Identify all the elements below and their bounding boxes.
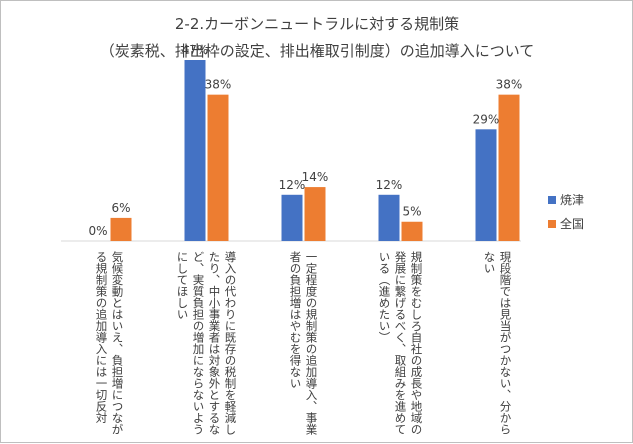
data-label-yaizu-0: 0% — [88, 224, 107, 238]
category-label-2-line-1: 者の負担増はやむを得ない — [289, 251, 303, 389]
legend-swatch-yaizu — [548, 196, 556, 204]
legend-label-national: 全国 — [560, 216, 584, 231]
data-label-national-1: 38% — [205, 78, 232, 92]
bar-yaizu-2 — [281, 194, 303, 241]
chart-subtitle: （炭素税、排出枠の設定、排出権取引制度）の追加導入について — [100, 42, 535, 60]
category-label-4-line-0: 現段階では見当がつかない、分から — [499, 251, 513, 435]
category-label-1-line-0: 導入の代わりに既存の税制を軽減し — [224, 250, 238, 435]
chart-title: 2-2.カーボンニュートラルに対する規制策 — [175, 15, 459, 33]
data-label-national-3: 5% — [402, 205, 421, 219]
category-label-2-line-0: 一定程度の規制策の追加導入、事業 — [305, 251, 319, 435]
category-label-0-line-1: る規制策の追加導入には一切反対 — [95, 251, 109, 424]
bar-national-2 — [304, 187, 326, 241]
category-label-3-line-0: 規制策をむしろ自社の成長や地域の — [410, 250, 424, 435]
data-label-yaizu-2: 12% — [279, 178, 306, 192]
legend-label-yaizu: 焼津 — [560, 193, 584, 207]
bars-group: 0%6%47%38%12%14%12%5%29%38% — [88, 43, 522, 241]
data-label-yaizu-3: 12% — [376, 178, 403, 192]
category-label-3-line-1: 発展に繋げるべく、取組みを進めて — [394, 250, 408, 435]
category-label-1-line-1: たり、中小事業者は対象外とするな — [208, 251, 222, 435]
category-label-1-line-2: ど、実質負担の増加にならないよう — [192, 251, 206, 435]
data-label-yaizu-4: 29% — [473, 112, 500, 126]
bar-national-3 — [401, 221, 423, 241]
bar-yaizu-4 — [475, 129, 497, 241]
bar-national-4 — [498, 94, 520, 241]
category-label-4-line-1: ない — [483, 251, 497, 274]
data-label-yaizu-1: 47% — [182, 43, 209, 57]
bar-yaizu-1 — [184, 60, 206, 241]
category-label-1-line-3: にしてほしい — [176, 251, 190, 320]
legend-swatch-national — [548, 220, 556, 228]
bar-national-1 — [207, 94, 229, 241]
bar-national-0 — [110, 217, 132, 241]
category-label-0-line-0: 気候変動とはいえ、負担増につなが — [111, 250, 125, 435]
data-label-national-2: 14% — [302, 170, 329, 184]
bar-yaizu-3 — [378, 194, 400, 241]
data-label-national-0: 6% — [111, 201, 130, 215]
category-label-3-line-2: いる（進めたい） — [378, 251, 392, 343]
data-label-national-4: 38% — [496, 78, 523, 92]
